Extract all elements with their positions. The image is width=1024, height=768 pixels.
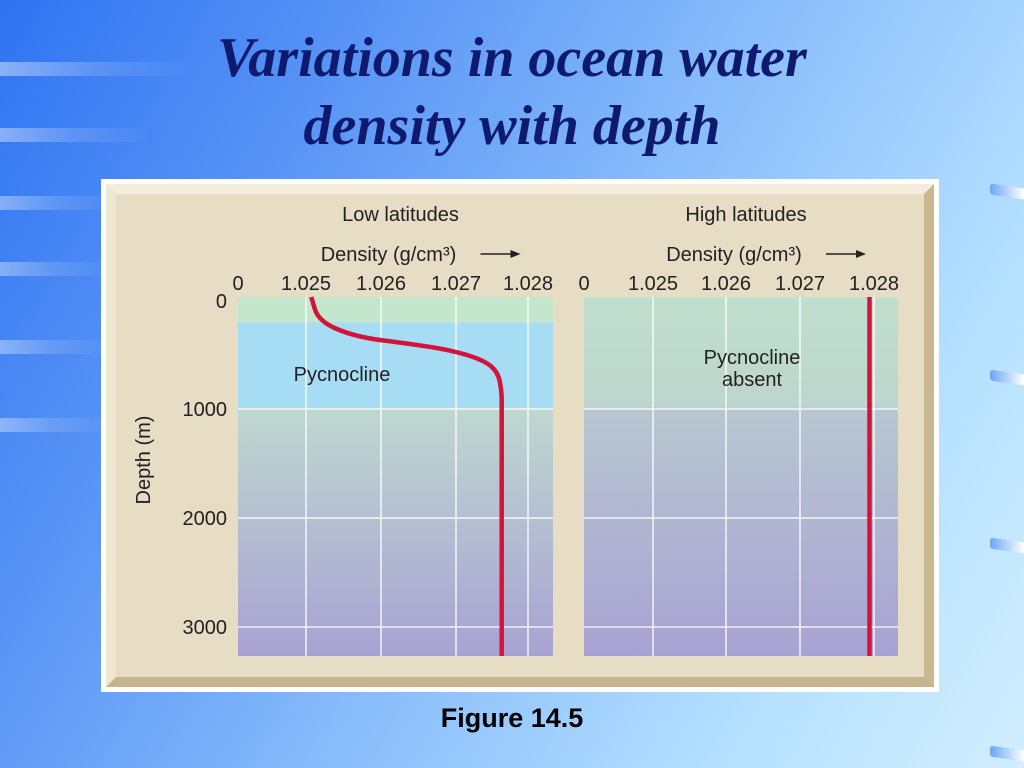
annotation-word: absent [722, 369, 782, 391]
x-axis-label: Density (g/cm³) [666, 244, 802, 266]
frame-bevel-right [924, 184, 934, 687]
decor-stripe [0, 340, 110, 354]
x-tick-label: 0 [578, 273, 589, 295]
x-tick-label: 1.028 [849, 273, 899, 295]
x-axis-arrow-head [856, 250, 866, 258]
decor-stripe [0, 62, 190, 76]
x-tick-label: 1.026 [356, 273, 406, 295]
y-tick-label: 1000 [183, 399, 228, 421]
panel-title: Low latitudes [342, 204, 459, 226]
annotation-pycnocline: Pycnocline [294, 364, 391, 386]
band-pycnocline [238, 322, 553, 408]
band-upper [584, 297, 898, 408]
x-axis-arrow-head [510, 250, 521, 258]
decor-stripe [0, 196, 120, 210]
y-tick-label: 3000 [183, 617, 228, 639]
x-tick-label: 1.025 [628, 273, 678, 295]
decor-stripe [0, 262, 110, 276]
band-deep [238, 407, 553, 656]
frame-bevel-top [106, 184, 934, 194]
figure-caption: Figure 14.5 [440, 703, 584, 733]
frame-bevel-bottom [106, 677, 934, 687]
frame-bevel-left [106, 184, 116, 687]
x-tick-label: 0 [232, 273, 243, 295]
x-tick-label: 1.025 [281, 273, 331, 295]
y-axis-label: Depth (m) [133, 416, 155, 505]
annotation-pycnocline-absent: Pycnocline absent [704, 347, 801, 391]
panel-high-latitudes: High latitudes Density (g/cm³) 0 1.025 1.026… [578, 204, 899, 656]
y-tick-label: 0 [216, 291, 227, 313]
band-surface [238, 297, 553, 323]
x-tick-label: 1.028 [503, 273, 553, 295]
y-tick-label: 2000 [183, 508, 228, 530]
density-chart: Low latitudes Density (g/cm³) 0 1.025 1.026 1… [106, 184, 934, 687]
figure-frame: Low latitudes Density (g/cm³) 0 1.025 1.026 1… [101, 179, 939, 692]
annotation-word: Pycnocline [704, 347, 801, 369]
x-tick-label: 1.027 [431, 273, 481, 295]
panel-low-latitudes: Low latitudes Density (g/cm³) 0 1.025 1.026 1… [133, 204, 553, 656]
decor-stripe [0, 128, 150, 142]
x-tick-label: 1.027 [775, 273, 825, 295]
slide-title: Variations in ocean water density with d… [0, 24, 1024, 160]
panel-title: High latitudes [685, 204, 806, 226]
slide-title-line-2: density with depth [303, 95, 721, 157]
x-axis-label: Density (g/cm³) [321, 244, 457, 266]
density-series-line [309, 296, 504, 656]
slide-title-line-1: Variations in ocean water [217, 27, 807, 89]
decor-stripe [0, 418, 110, 432]
x-tick-label: 1.026 [701, 273, 751, 295]
plot-background [584, 297, 898, 656]
